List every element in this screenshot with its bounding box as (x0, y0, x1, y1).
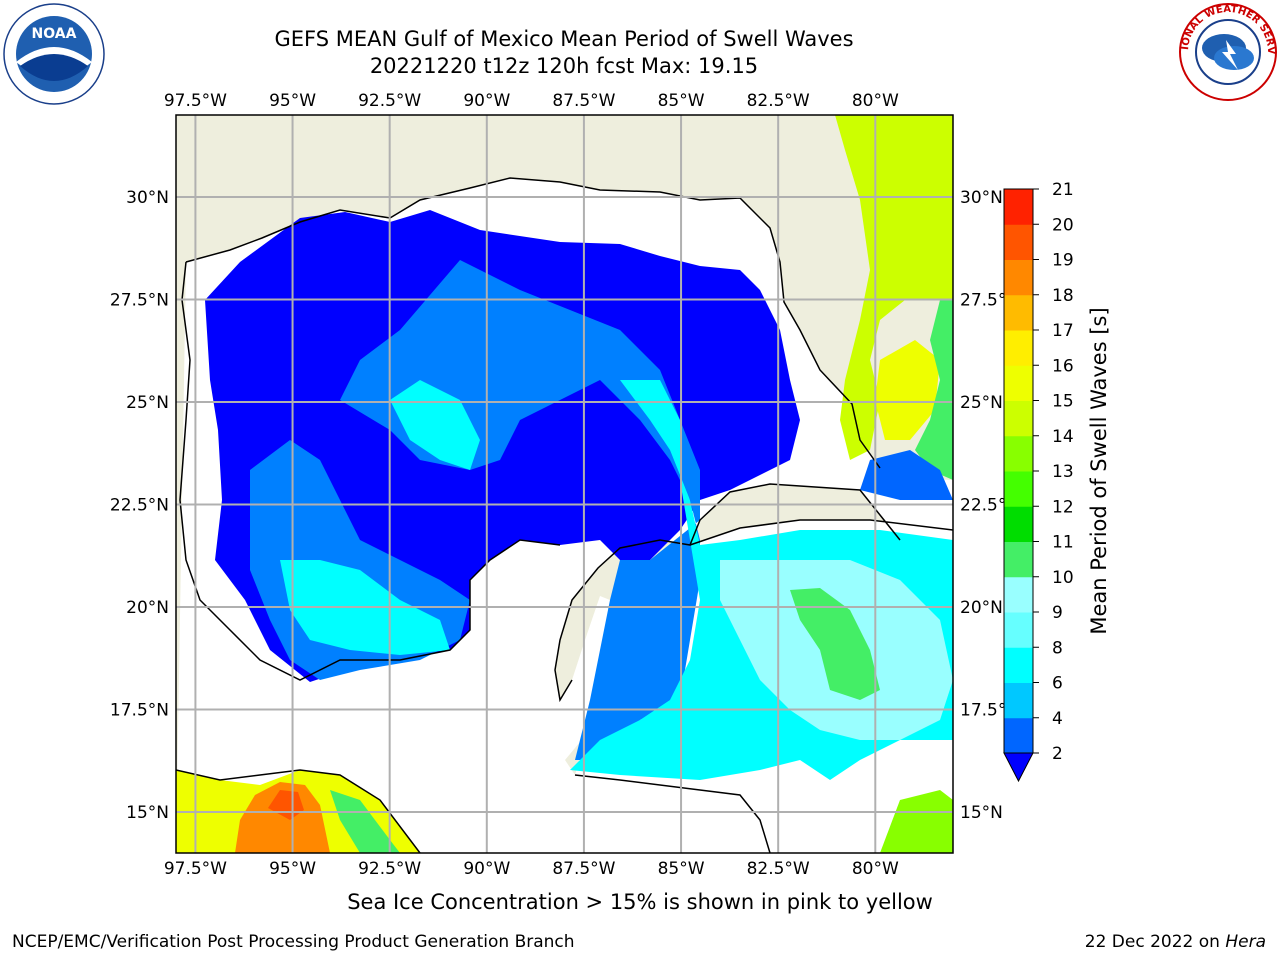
run-date: 22 Dec 2022 on (1084, 932, 1226, 952)
lon-tick-label-top: 85°W (658, 91, 705, 111)
colorbar-segment (1004, 400, 1033, 437)
lon-tick-label-bottom: 82.5°W (747, 859, 810, 879)
lon-tick-label-bottom: 85°W (658, 859, 705, 879)
lat-tick-label-right: 15°N (960, 803, 1003, 823)
lat-tick-label-right: 20°N (960, 598, 1003, 618)
chart-subtitle: 20221220 t12z 120h fcst Max: 19.15 (369, 54, 759, 78)
nws-logo: NATIONAL WEATHER SERVICE (1178, 2, 1277, 101)
lon-ticks-bottom: 97.5°W 95°W 92.5°W 90°W 87.5°W 85°W 82.5°W 80°W (164, 859, 899, 879)
lat-tick-label-left: 17.5°N (110, 701, 169, 721)
colorbar-extend-min (1003, 752, 1034, 783)
chart-title: GEFS MEAN Gulf of Mexico Mean Period of … (274, 27, 854, 51)
map-gridlines (176, 115, 953, 853)
coastline-gulf (179, 177, 953, 703)
lon-tick-label-top: 97.5°W (164, 91, 227, 111)
lat-tick-label-right: 25°N (960, 393, 1003, 413)
lat-tick-label-left: 30°N (126, 188, 169, 208)
colorbar-title: Mean Period of Swell Waves [s] (1087, 307, 1111, 634)
coastline-central-america (176, 769, 771, 853)
lat-ticks-left: 15°N 17.5°N 20°N 22.5°N 25°N 27.5°N 30°N (110, 188, 169, 823)
map-frame (175, 114, 954, 854)
colorbar-tick-label: 2 (1052, 744, 1063, 764)
colorbar-tick-label: 21 (1052, 180, 1074, 200)
colorbar-segment (1004, 471, 1033, 507)
colorbar-tick-label: 17 (1052, 321, 1074, 341)
colorbar-tick-label: 12 (1052, 497, 1074, 517)
lat-tick-label-left: 20°N (126, 598, 169, 618)
lon-tick-label-bottom: 87.5°W (552, 859, 615, 879)
colorbar-tick-label: 4 (1052, 709, 1063, 729)
colorbar-segment (1004, 294, 1033, 331)
colorbar-tick-label: 13 (1052, 462, 1074, 482)
run-date-credit: 22 Dec 2022 on Hera (1085, 932, 1266, 952)
colorbar-tick-label: 15 (1052, 392, 1074, 412)
colorbar-tick-label: 20 (1052, 215, 1074, 235)
lon-tick-label-top: 92.5°W (358, 91, 421, 111)
lon-ticks-top: 97.5°W 95°W 92.5°W 90°W 87.5°W 85°W 82.5°W 80°W (164, 91, 899, 111)
lat-tick-label-left: 15°N (126, 803, 169, 823)
atlantic-high-period (835, 115, 953, 460)
pacific-green (330, 790, 400, 853)
lat-tick-label-left: 27.5°N (110, 291, 169, 311)
atlantic-green-edge (915, 300, 953, 480)
lon-tick-label-top: 82.5°W (747, 91, 810, 111)
colorbar-tick-label: 11 (1052, 533, 1074, 553)
colorbar-segment (1004, 365, 1033, 401)
caribbean-se-green (880, 790, 953, 853)
colorbar-segment (1004, 541, 1033, 578)
lon-tick-label-bottom: 90°W (463, 859, 510, 879)
colorbar: 2 4 6 8 9 10 11 12 13 14 15 16 17 18 19 20 21 (1003, 180, 1074, 783)
colorbar-tick-label: 8 (1052, 638, 1063, 658)
colorbar-tick-label: 9 (1052, 603, 1063, 623)
lon-tick-label-bottom: 92.5°W (358, 859, 421, 879)
colorbar-tick-label: 14 (1052, 427, 1074, 447)
atlantic-south-blue (860, 450, 953, 500)
lat-tick-label-left: 22.5°N (110, 496, 169, 516)
colorbar-segment (1004, 506, 1033, 542)
colorbar-segment (1004, 576, 1033, 613)
lat-tick-label-right: 30°N (960, 188, 1003, 208)
swell-band-9-10 (790, 588, 880, 700)
noaa-logo: NOAA (3, 3, 105, 105)
colorbar-segment (1004, 612, 1033, 648)
colorbar-segment (1004, 717, 1033, 754)
colorbar-segment (1004, 435, 1033, 472)
colorbar-segment (1004, 259, 1033, 296)
lat-tick-label-left: 25°N (126, 393, 169, 413)
pacific-orange (235, 782, 330, 853)
lon-tick-label-top: 80°W (852, 91, 899, 111)
colorbar-tick-label: 6 (1052, 674, 1063, 694)
colorbar-tick-label: 10 (1052, 568, 1074, 588)
atlantic-yellow-core (875, 340, 940, 440)
colorbar-segment (1004, 330, 1033, 366)
colorbar-segment (1004, 224, 1033, 260)
noaa-logo-text: NOAA (32, 26, 77, 42)
colorbar-tick-label: 16 (1052, 356, 1074, 376)
colorbar-segment (1004, 682, 1033, 719)
lon-tick-label-top: 87.5°W (552, 91, 615, 111)
lon-tick-label-top: 90°W (463, 91, 510, 111)
lon-tick-label-bottom: 97.5°W (164, 859, 227, 879)
lon-tick-label-bottom: 80°W (852, 859, 899, 879)
colorbar-tick-label: 18 (1052, 286, 1074, 306)
run-host: Hera (1225, 932, 1266, 952)
colorbar-segment (1004, 189, 1033, 225)
lon-tick-label-top: 95°W (269, 91, 316, 111)
colorbar-tick-label: 19 (1052, 251, 1074, 271)
lon-tick-label-bottom: 95°W (269, 859, 316, 879)
sea-ice-note: Sea Ice Concentration > 15% is shown in … (347, 890, 933, 914)
producer-credit: NCEP/EMC/Verification Post Processing Pr… (12, 932, 575, 952)
colorbar-segment (1004, 647, 1033, 683)
